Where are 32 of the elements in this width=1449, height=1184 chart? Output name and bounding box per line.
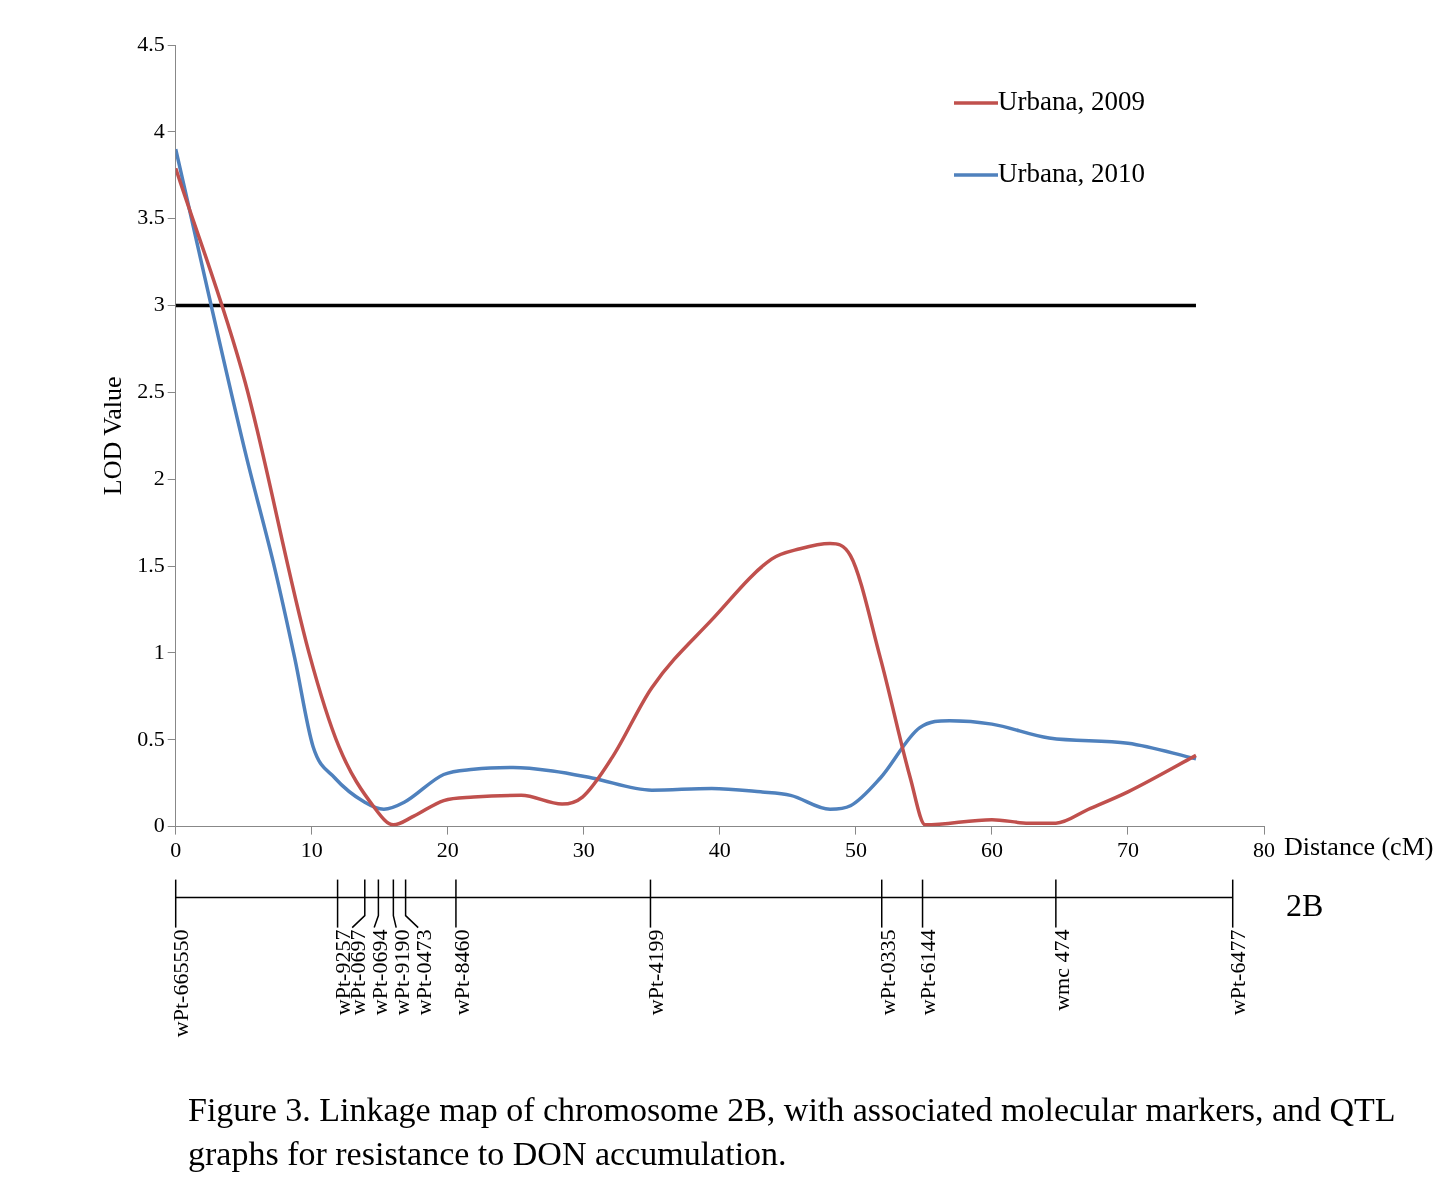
x-tick-label: 80 — [1253, 836, 1275, 862]
x-axis-title: Distance (cM) — [1284, 832, 1434, 862]
y-tick-label: 0.5 — [137, 725, 165, 751]
x-tick-label: 60 — [980, 836, 1003, 862]
x-tick-label: 50 — [844, 836, 867, 862]
y-tick-label: 2 — [153, 465, 165, 490]
text: 2B — [1286, 887, 1324, 924]
legend-label: Urbana, 2010 — [998, 158, 1145, 189]
y-tick-label: 0 — [153, 812, 165, 838]
x-tick-label: 40 — [708, 836, 731, 862]
y-tick-label: 3 — [153, 291, 165, 317]
x-tick-label: 10 — [300, 836, 323, 862]
ref-line-label: wPt-6477 — [1225, 929, 1251, 1016]
caption: Figure 3. Linkage map of chromosome 2B, with associated molecular markers, and QTL graphs for resistance to DON accumulation. — [188, 1090, 1396, 1174]
ref-line-label: wPt-4199 — [643, 929, 669, 1016]
x-tick-label: 20 — [436, 836, 459, 862]
x-tick-label: 70 — [1116, 836, 1139, 862]
y-tick-label: 1 — [153, 638, 165, 664]
y-tick-label: 2.5 — [137, 378, 165, 404]
y-tick-label: 4 — [153, 117, 165, 143]
ref-line-label: wPt-665550 — [168, 929, 194, 1038]
y-tick-label: 1.5 — [137, 551, 165, 577]
ref-line-label: wmc 474 — [1048, 929, 1074, 1011]
legend-label: Urbana, 2009 — [998, 86, 1145, 117]
ref-line-label: wPt-0335 — [874, 929, 900, 1016]
ref-line-label: wPt-8460 — [448, 929, 474, 1016]
y-tick-label: 3.5 — [137, 204, 165, 230]
ref-line-label: wPt-6144 — [915, 929, 941, 1016]
y-axis-title: LOD Value — [98, 376, 128, 496]
x-tick-label: 30 — [572, 836, 595, 862]
x-tick-label: 0 — [170, 836, 182, 862]
y-tick-label: 4.5 — [137, 30, 165, 56]
